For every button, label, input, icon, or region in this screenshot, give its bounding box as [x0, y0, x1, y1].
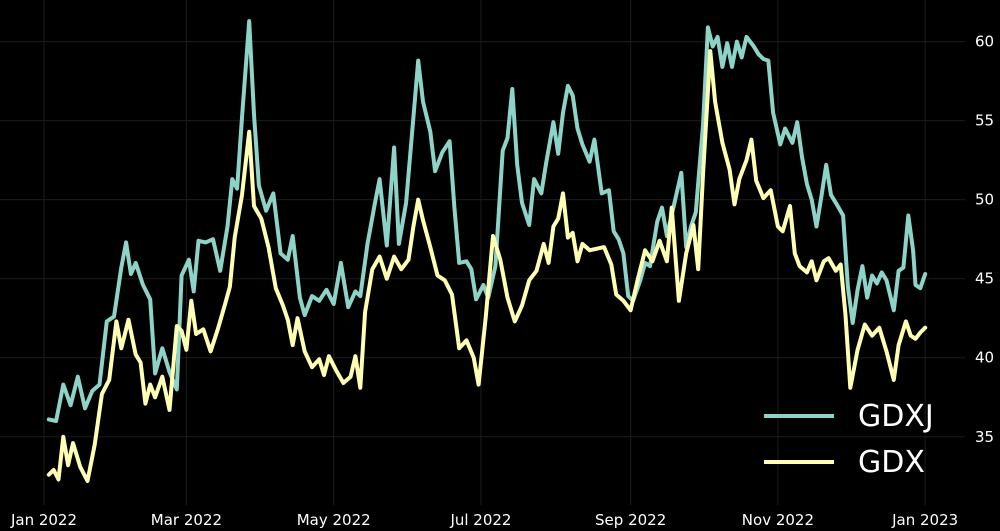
- series-line-gdx: [46, 49, 928, 483]
- y-axis-tick-labels: 35 40 45 50 55 60: [975, 33, 994, 446]
- x-tick-label: Jan 2023: [891, 511, 958, 529]
- y-tick-label: 50: [975, 191, 994, 209]
- y-tick-label: 55: [975, 112, 994, 130]
- legend-label-gdxj: GDXJ: [858, 399, 934, 434]
- legend: GDXJ GDX: [764, 399, 934, 480]
- y-tick-label: 60: [975, 33, 994, 51]
- x-tick-label: Nov 2022: [742, 511, 814, 529]
- y-tick-label: 35: [975, 428, 994, 446]
- series-line-gdxj: [46, 19, 928, 423]
- x-tick-label: Jan 2022: [10, 511, 77, 529]
- x-axis-tick-labels: Jan 2022 Mar 2022 May 2022 Jul 2022 Sep 2022…: [10, 511, 958, 529]
- series-lines: [46, 19, 928, 483]
- y-tick-label: 40: [975, 349, 994, 367]
- y-tick-label: 45: [975, 270, 994, 288]
- x-tick-label: May 2022: [297, 511, 371, 529]
- x-tick-label: Sep 2022: [595, 511, 666, 529]
- legend-label-gdx: GDX: [858, 445, 925, 480]
- x-tick-label: Mar 2022: [151, 511, 222, 529]
- x-tick-label: Jul 2022: [449, 511, 511, 529]
